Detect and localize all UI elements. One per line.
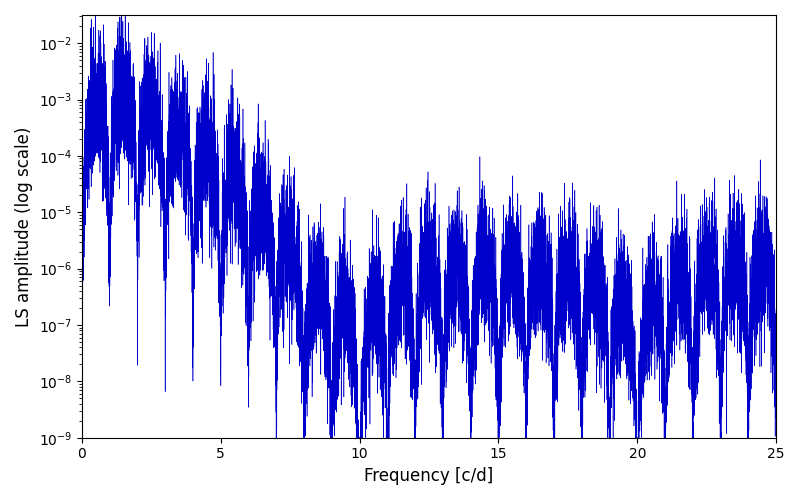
Y-axis label: LS amplitude (log scale): LS amplitude (log scale) xyxy=(15,126,33,326)
X-axis label: Frequency [c/d]: Frequency [c/d] xyxy=(364,467,494,485)
